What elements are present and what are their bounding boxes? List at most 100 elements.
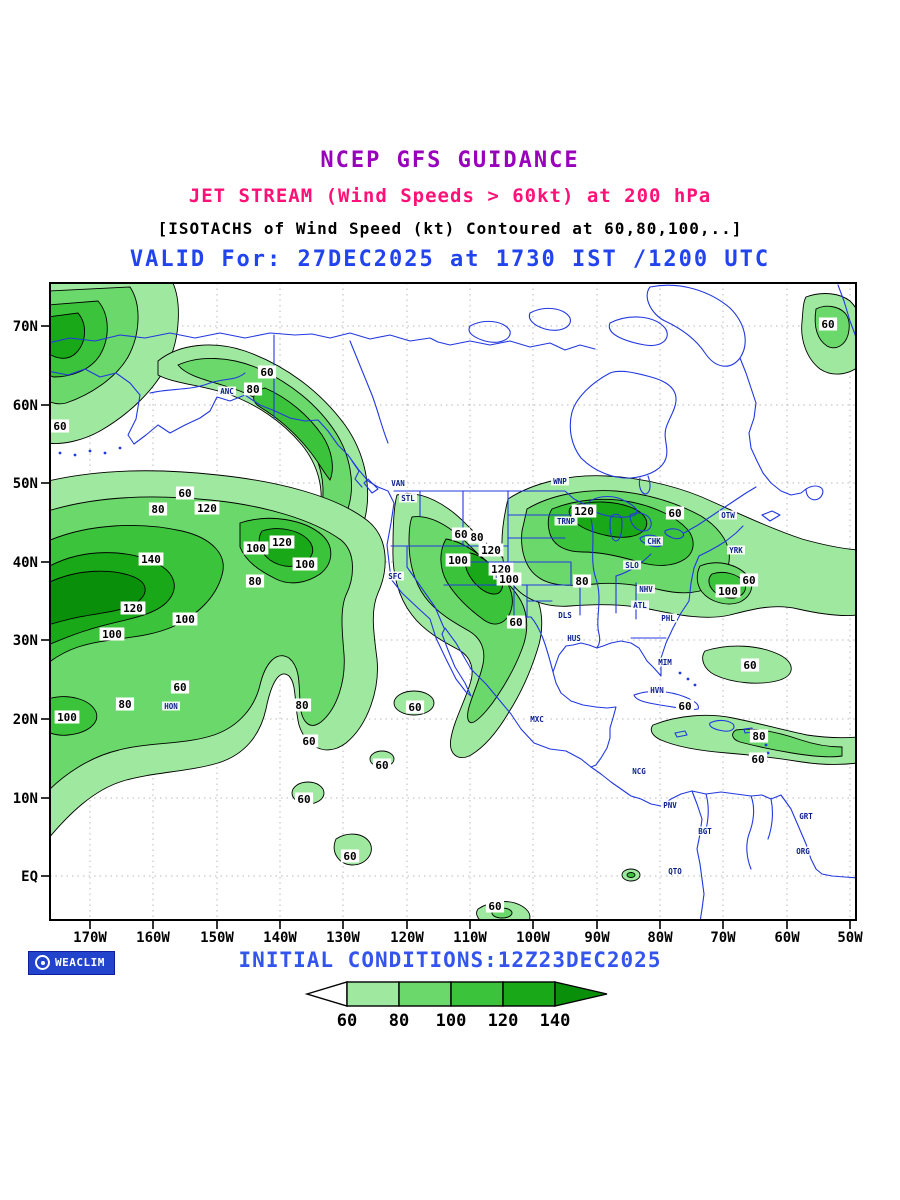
weaclim-logo: WEACLIM	[28, 951, 115, 975]
lon-axis-label: 120W	[390, 930, 424, 946]
contour-label: 60	[821, 318, 834, 331]
contour-label-bg	[269, 535, 295, 549]
color-legend: 60 80 100 120 140	[304, 981, 608, 1031]
station-label: ORG	[796, 847, 810, 856]
lon-axis-label: 90W	[584, 930, 610, 946]
contour-label: 60	[751, 753, 764, 766]
contour-label-bg	[243, 541, 269, 555]
weather-map: ANCVANSTLSFCDNVWNPTRNPCHKOTWYRKSLONHVATL…	[13, 282, 863, 946]
station-label: SLO	[625, 561, 639, 570]
contour-label: 140	[141, 553, 161, 566]
station-label: MIM	[658, 658, 672, 667]
station-label: HUS	[567, 634, 581, 643]
lon-axis-label: 60W	[774, 930, 800, 946]
lat-axis-label: 10N	[13, 791, 38, 807]
contour-label-bg	[496, 572, 522, 586]
great-lakes	[588, 495, 684, 548]
lon-axis-label: 160W	[136, 930, 170, 946]
contour-label-bg	[115, 697, 135, 711]
station-label: NCG	[632, 767, 646, 776]
contour-label: 80	[248, 575, 261, 588]
station-label-bg	[556, 610, 574, 620]
station-label: ATL	[633, 601, 647, 610]
contour-label: 80	[295, 699, 308, 712]
station-label-bg	[551, 476, 569, 486]
bc-coast-islands	[351, 460, 379, 494]
initial-conditions-text: INITIAL CONDITIONS:12Z23DEC2025	[238, 948, 662, 972]
station-label-bg	[666, 866, 684, 876]
contour-label-bg	[506, 615, 526, 629]
legend-tick-label: 120	[488, 1011, 519, 1031]
east-gulf-coastline	[552, 525, 744, 768]
legend-container: 60 80 100 120 140	[292, 980, 622, 1036]
contour-label: 100	[57, 711, 77, 724]
legend-tick-label: 60	[337, 1011, 357, 1031]
contour-label-bg	[451, 527, 471, 541]
arctic-coastline	[50, 332, 596, 351]
isotach-region-swus-80	[408, 516, 528, 724]
contour-label: 100	[102, 628, 122, 641]
contour-label-bg	[675, 699, 695, 713]
station-label-bg	[656, 657, 674, 667]
contour-label: 80	[470, 531, 483, 544]
contour-label-bg	[175, 486, 195, 500]
station-label-bg	[727, 545, 745, 555]
contour-label-bg	[292, 557, 318, 571]
station-label: HVN	[650, 686, 664, 695]
contour-label: 60	[343, 850, 356, 863]
contour-label: 120	[481, 544, 501, 557]
contour-label-bg	[748, 752, 768, 766]
station-label-bg	[648, 685, 666, 695]
contour-label-bg	[148, 502, 168, 516]
contour-label: 120	[197, 502, 217, 515]
station-label-bg	[554, 516, 578, 526]
station-label-bg	[386, 571, 404, 581]
contour-label: 60	[173, 681, 186, 694]
page-subtitle: JET STREAM (Wind Speeds > 60kt) at 200 h…	[188, 185, 712, 207]
station-label: YRK	[729, 546, 743, 555]
hudson-bay	[569, 370, 677, 495]
west-coastline	[50, 368, 856, 879]
isotach-blob-100	[626, 872, 636, 878]
station-label: BGT	[698, 827, 712, 836]
contour-label-bg	[294, 792, 314, 806]
contour-label-bg	[488, 562, 514, 576]
contour-label: 80	[118, 698, 131, 711]
station-label-bg	[218, 386, 236, 396]
contour-label: 60	[178, 487, 191, 500]
station-label-bg	[659, 613, 677, 623]
lat-axis-label: 30N	[13, 633, 38, 649]
contour-label: 60	[454, 528, 467, 541]
contour-label: 60	[375, 759, 388, 772]
station-label-bg	[528, 714, 546, 724]
contour-label: 80	[151, 503, 164, 516]
station-label-bg	[565, 633, 583, 643]
station-label: DLS	[558, 611, 572, 620]
lon-axis-label: 170W	[73, 930, 107, 946]
station-label-bg	[696, 826, 714, 836]
contour-label-bg	[50, 419, 70, 433]
contour-label-bg	[572, 574, 592, 588]
lat-axis-label: 60N	[13, 398, 38, 414]
station-label: GRT	[799, 812, 813, 821]
station-label-bg	[637, 584, 655, 594]
contour-label-bg	[120, 601, 146, 615]
contour-label: 80	[575, 575, 588, 588]
station-label: ANC	[220, 387, 234, 396]
station-label-bg	[389, 478, 407, 488]
station-label: HON	[164, 702, 178, 711]
station-label: SFC	[388, 572, 402, 581]
atlantic-canada	[739, 357, 824, 522]
map-labels-layer: ANCVANSTLSFCDNVWNPTRNPCHKOTWYRKSLONHVATL…	[50, 317, 838, 913]
lon-axis-label: 50W	[837, 930, 863, 946]
contour-label-bg	[478, 543, 504, 557]
contour-label-bg	[243, 382, 263, 396]
contour-label: 60	[509, 616, 522, 629]
station-label: NHV	[639, 585, 653, 594]
contour-label: 60	[408, 701, 421, 714]
station-label-bg	[645, 536, 663, 546]
lon-axis-label: 130W	[326, 930, 360, 946]
lat-axis-label: 70N	[13, 319, 38, 335]
station-label: CHK	[647, 537, 661, 546]
station-label-bg	[797, 811, 815, 821]
